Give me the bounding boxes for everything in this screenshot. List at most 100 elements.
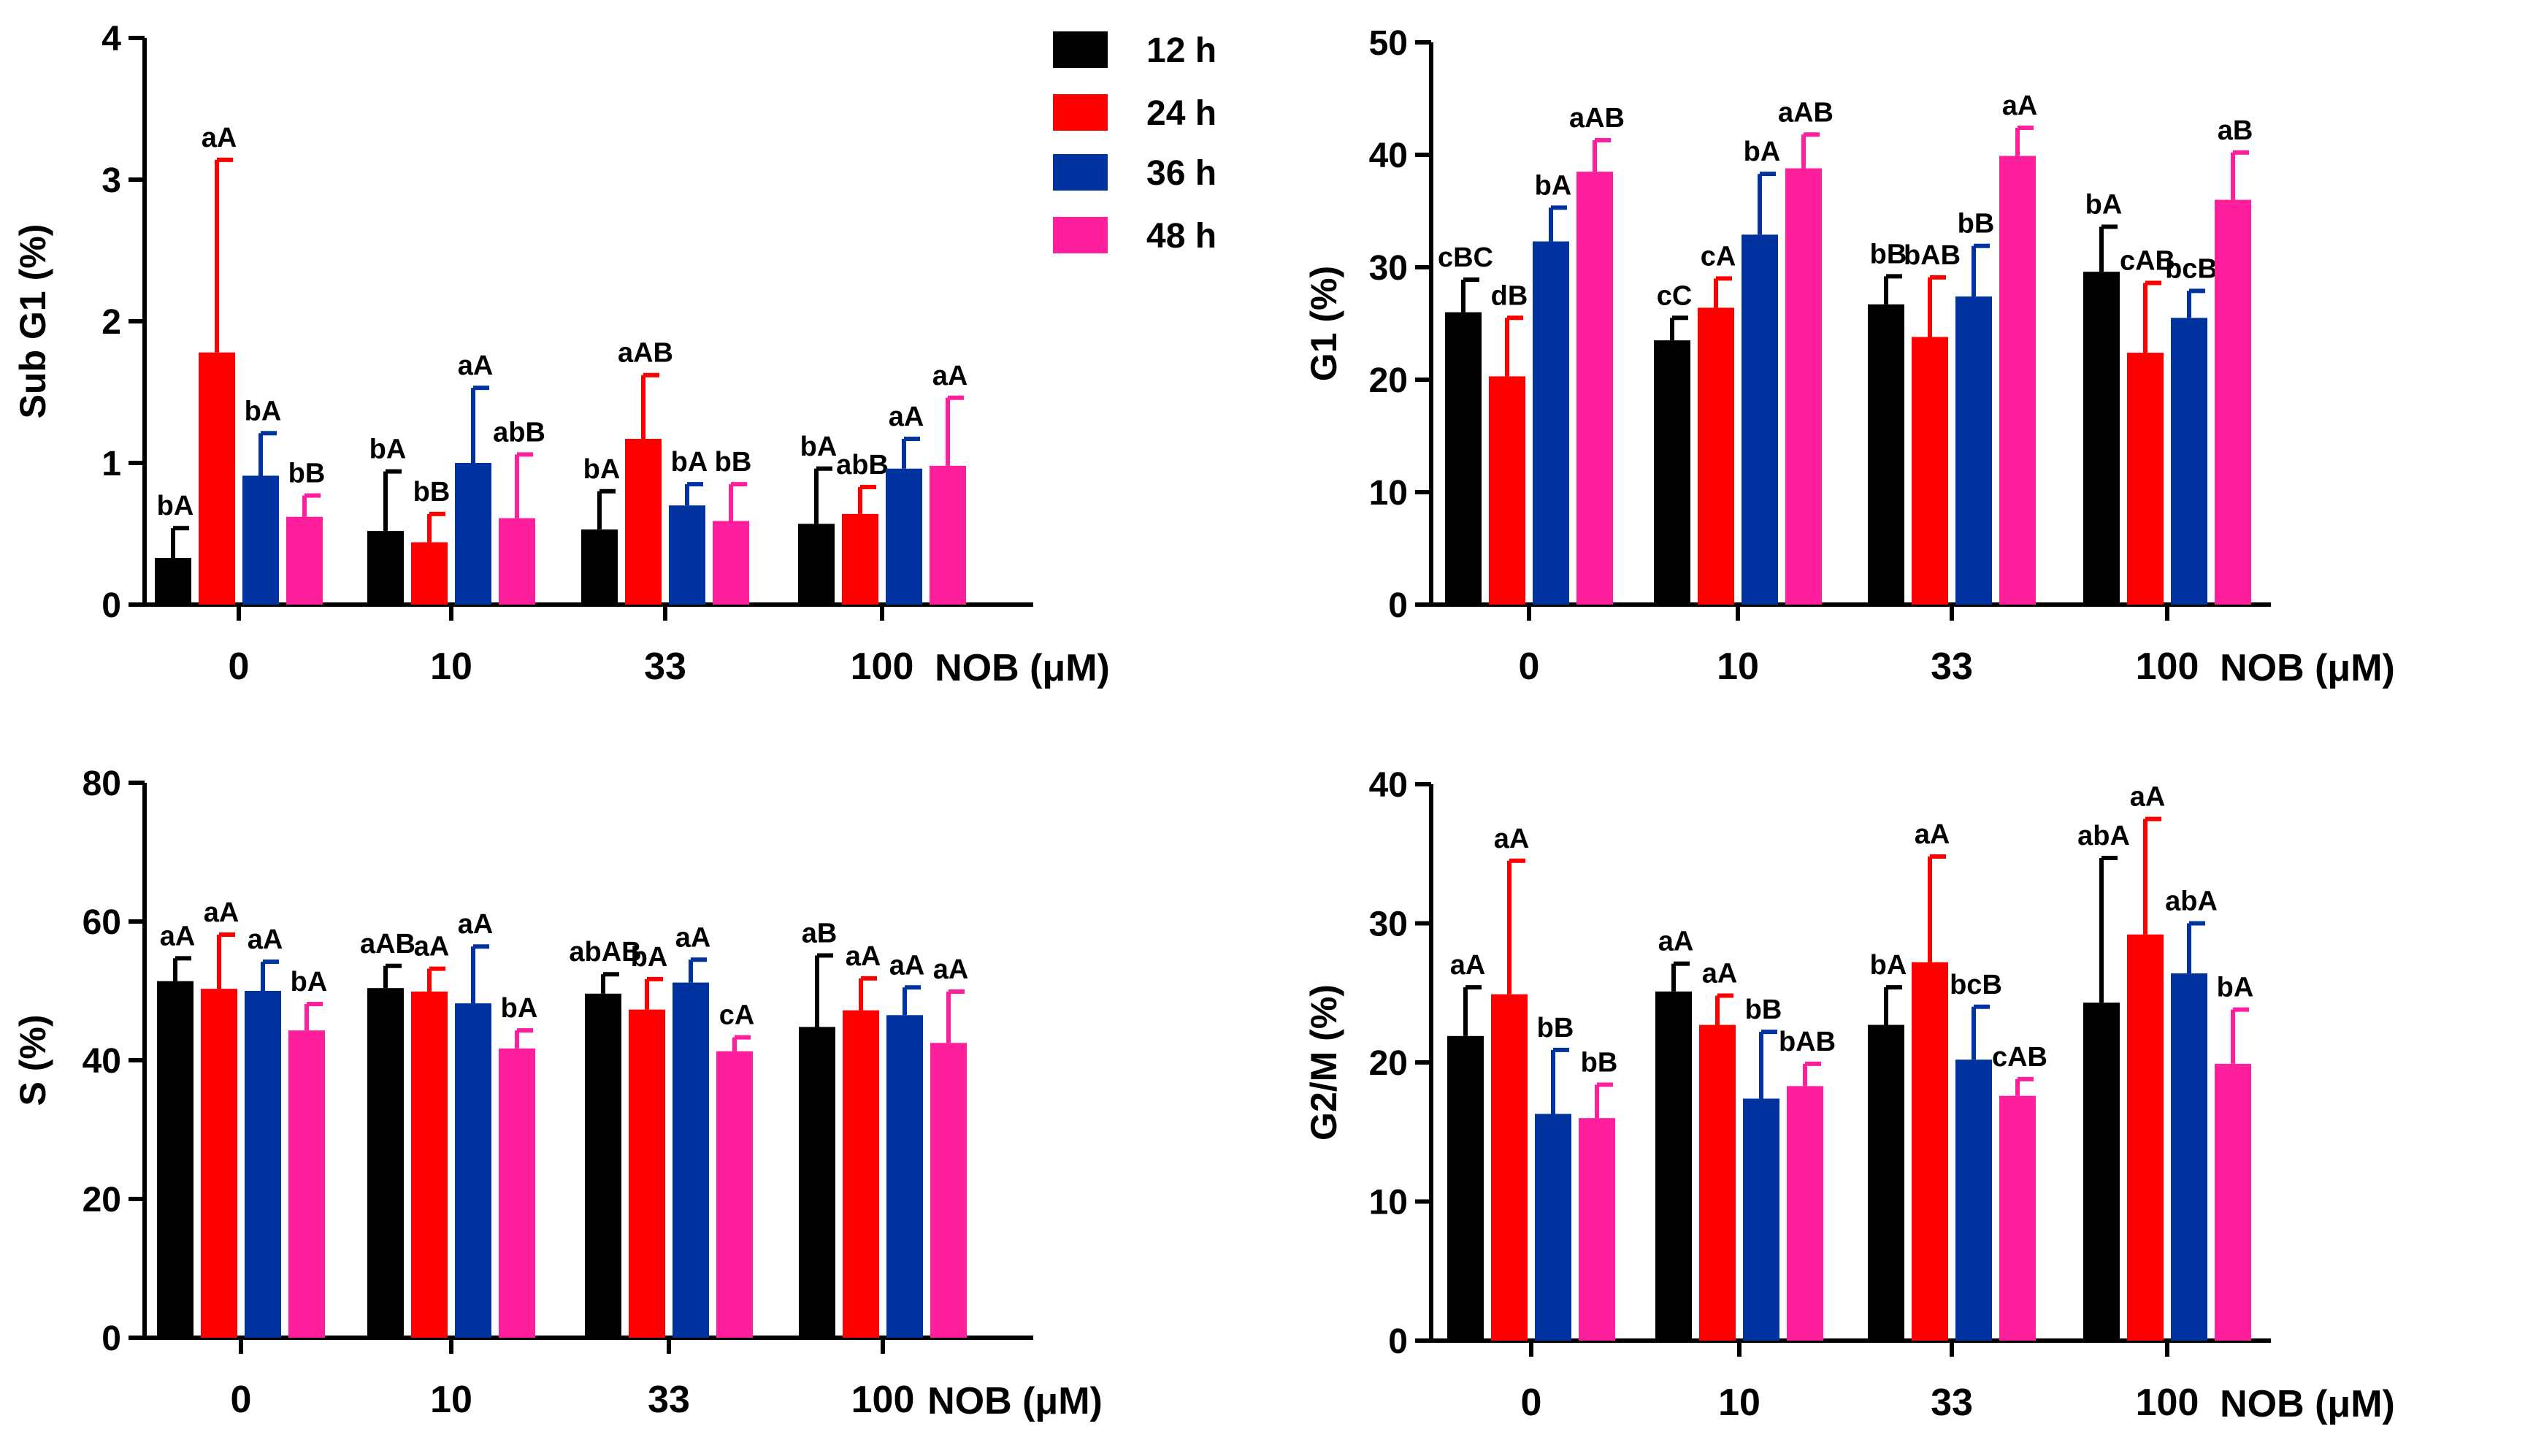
s-sig-label: aA <box>458 909 494 940</box>
legend-swatch-48h <box>1053 217 1108 253</box>
g2m-bar <box>2127 934 2164 1341</box>
g1-sig-label: bB <box>1870 239 1907 269</box>
g2m-y-tick-label: 0 <box>1388 1322 1408 1361</box>
subg1-sig-label: bA <box>245 396 282 426</box>
g2m-bar <box>1491 994 1528 1341</box>
subg1-y-axis-title: Sub G1 (%) <box>12 224 53 419</box>
g1-sig-label: bA <box>1535 170 1572 201</box>
g1-sig-label: bA <box>2085 190 2123 221</box>
g1-x-axis-title: NOB (μM) <box>2220 647 2395 689</box>
s-y-tick-label: 40 <box>83 1042 121 1081</box>
s-y-tick-label: 0 <box>101 1319 121 1358</box>
g1-bar <box>2215 199 2251 605</box>
subg1-sig-label: abB <box>836 450 889 480</box>
subg1-y-tick-label: 2 <box>101 303 121 342</box>
s-sig-label: abAB <box>569 937 641 968</box>
s-bar <box>245 991 281 1338</box>
s-bar <box>673 982 709 1338</box>
g1-bar <box>1654 340 1690 605</box>
subg1-sig-label: bA <box>800 432 838 462</box>
legend-label-12h: 12 h <box>1146 31 1216 70</box>
s-sig-label: cA <box>719 1000 755 1031</box>
g2m-bar <box>2215 1063 2251 1341</box>
g1-sig-label: cAB <box>2120 246 2175 277</box>
subg1-bar <box>455 463 491 605</box>
s-bar <box>716 1051 753 1338</box>
g1-y-tick-label: 10 <box>1369 474 1408 513</box>
g2m-sig-label: cAB <box>1992 1042 2047 1073</box>
legend-item-24h: 24 h <box>1053 94 1216 133</box>
g1-bar <box>1868 304 1904 605</box>
s-sig-label: aAB <box>360 929 415 959</box>
g1-bar <box>1489 376 1525 605</box>
s-bar <box>411 991 448 1338</box>
s-sig-label: aA <box>675 922 711 953</box>
s-bar <box>585 993 621 1338</box>
g1-x-tick-label: 10 <box>1717 645 1759 688</box>
legend-item-48h: 48 h <box>1053 217 1216 256</box>
s-sig-label: aA <box>889 950 925 981</box>
g1-x-tick-label: 100 <box>2136 645 2199 688</box>
legend-swatch-24h <box>1053 94 1108 131</box>
subg1-x-tick-label: 33 <box>644 645 686 688</box>
g2m-sig-label: abA <box>2165 886 2218 917</box>
subg1-bar <box>286 516 323 605</box>
g1-chart: 0 10 20 30 40 50 G1 (%) 0 10 33 100 NOB (μM) cBC cC bB… <box>1303 24 2395 689</box>
s-x-tick-label: 33 <box>648 1379 690 1421</box>
subg1-sig-label: bA <box>671 447 708 478</box>
g1-sig-label: cA <box>1701 241 1736 272</box>
subg1-bar <box>242 475 279 605</box>
g1-y-tick-label: 40 <box>1369 137 1408 175</box>
s-bar <box>455 1003 491 1338</box>
g1-sig-label: bB <box>1958 209 1995 240</box>
s-sig-label: aA <box>204 897 240 928</box>
g2m-x-tick-label: 33 <box>1931 1382 1973 1424</box>
s-sig-label: bA <box>501 993 538 1024</box>
s-sig-label: bA <box>631 942 668 973</box>
subg1-sig-label: aA <box>202 123 237 153</box>
legend-item-36h: 36 h <box>1053 154 1216 193</box>
g1-sig-label: aA <box>2002 91 2038 121</box>
subg1-sig-label: aA <box>932 361 968 391</box>
g2m-bar <box>1447 1035 1484 1341</box>
subg1-sig-label: aAB <box>618 338 673 369</box>
s-sig-label: aA <box>248 924 283 955</box>
s-y-tick-label: 60 <box>83 903 121 942</box>
g1-bar <box>1912 337 1948 605</box>
g1-bar <box>1742 234 1778 605</box>
g2m-sig-label: aA <box>2130 782 2166 813</box>
subg1-bar <box>411 542 448 605</box>
g1-bar <box>1999 156 2036 605</box>
subg1-sig-label: aA <box>458 350 494 381</box>
g2m-sig-label: bB <box>1745 995 1782 1025</box>
s-bar <box>499 1048 535 1338</box>
s-y-tick-label: 20 <box>83 1181 121 1219</box>
g2m-bar <box>1655 991 1692 1341</box>
g2m-y-axis-title: G2/M (%) <box>1303 984 1344 1141</box>
g2m-sig-label: bB <box>1581 1047 1618 1078</box>
legend-label-48h: 48 h <box>1146 217 1216 256</box>
g1-sig-label: cC <box>1657 280 1693 311</box>
subg1-sig-label: aA <box>889 402 924 432</box>
s-x-tick-label: 10 <box>430 1379 472 1421</box>
g2m-bar <box>1955 1060 1992 1341</box>
s-y-axis-title: S (%) <box>12 1015 53 1106</box>
g2m-bar <box>1743 1098 1779 1341</box>
s-sig-label: aA <box>846 941 881 972</box>
subg1-sig-label: bB <box>715 447 752 478</box>
g1-sig-label: aAB <box>1569 103 1625 134</box>
g1-sig-label: aAB <box>1778 97 1834 128</box>
g1-sig-label: bcB <box>2165 253 2218 284</box>
g1-y-tick-label: 50 <box>1369 24 1408 63</box>
legend-label-36h: 36 h <box>1146 154 1216 193</box>
g2m-x-tick-label: 0 <box>1521 1382 1542 1424</box>
g2m-sig-label: bB <box>1537 1013 1574 1043</box>
g2m-sig-label: bA <box>2217 973 2254 1003</box>
g2m-bar <box>1699 1024 1736 1341</box>
subg1-bar <box>842 513 878 605</box>
g2m-y-tick-label: 40 <box>1369 766 1408 805</box>
g2m-x-axis-title: NOB (μM) <box>2220 1383 2395 1425</box>
g1-sig-label: bA <box>1744 137 1781 167</box>
subg1-bar <box>798 524 835 605</box>
